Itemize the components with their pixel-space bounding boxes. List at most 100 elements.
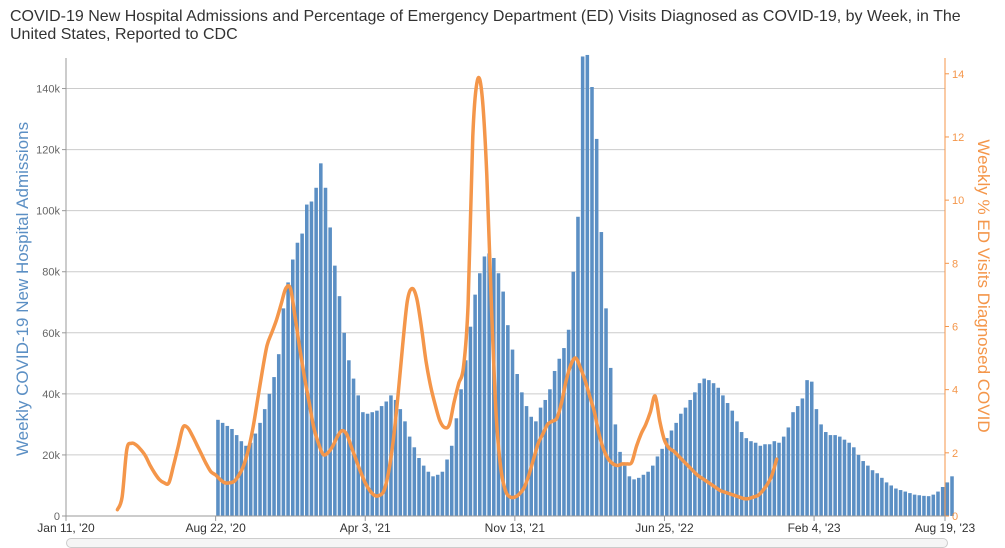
bar-week-61[interactable] <box>351 378 356 516</box>
bar-week-97[interactable] <box>520 392 524 516</box>
bar-week-128[interactable] <box>665 438 669 516</box>
bar-week-95[interactable] <box>510 349 515 516</box>
bar-week-156[interactable] <box>795 406 800 516</box>
bar-week-148[interactable] <box>758 445 763 516</box>
bar-week-160[interactable] <box>814 409 819 516</box>
bar-week-86[interactable] <box>468 326 473 516</box>
bar-week-88[interactable] <box>478 273 482 516</box>
bar-week-101[interactable] <box>538 407 543 516</box>
bar-week-122[interactable] <box>636 477 641 516</box>
bar-week-149[interactable] <box>763 444 767 516</box>
bar-week-76[interactable] <box>421 465 426 516</box>
bar-week-84[interactable] <box>459 389 463 516</box>
bar-week-92[interactable] <box>496 273 501 516</box>
bar-week-44[interactable] <box>272 377 276 516</box>
bar-week-45[interactable] <box>276 354 281 516</box>
bar-week-143[interactable] <box>735 421 739 516</box>
bar-week-158[interactable] <box>805 380 809 516</box>
bar-week-115[interactable] <box>604 308 608 516</box>
bar-week-113[interactable] <box>594 138 599 516</box>
bar-week-48[interactable] <box>290 259 295 516</box>
bar-week-75[interactable] <box>417 457 421 516</box>
bar-week-53[interactable] <box>314 187 318 516</box>
bar-week-54[interactable] <box>319 163 323 516</box>
bar-week-70[interactable] <box>393 399 398 516</box>
bar-week-57[interactable] <box>333 265 337 516</box>
bar-week-172[interactable] <box>870 470 875 516</box>
bar-week-78[interactable] <box>431 476 435 516</box>
bar-week-89[interactable] <box>482 256 487 516</box>
bar-week-182[interactable] <box>917 495 922 516</box>
bar-week-35[interactable] <box>230 428 234 516</box>
bar-week-102[interactable] <box>543 399 548 516</box>
bar-week-98[interactable] <box>524 406 529 516</box>
bar-week-33[interactable] <box>220 422 225 516</box>
bar-week-73[interactable] <box>407 436 412 516</box>
bar-week-153[interactable] <box>781 436 786 516</box>
bar-week-189[interactable] <box>950 476 954 516</box>
bar-week-71[interactable] <box>398 409 403 516</box>
bar-week-138[interactable] <box>711 383 716 516</box>
bar-week-39[interactable] <box>248 442 253 516</box>
bar-week-74[interactable] <box>412 447 417 516</box>
bar-week-32[interactable] <box>216 419 220 516</box>
bar-week-120[interactable] <box>627 476 632 516</box>
bar-week-63[interactable] <box>361 412 365 516</box>
bar-week-96[interactable] <box>515 374 519 516</box>
bar-week-184[interactable] <box>926 496 931 516</box>
bar-week-130[interactable] <box>674 422 678 516</box>
bar-week-155[interactable] <box>791 412 795 516</box>
bar-week-94[interactable] <box>506 325 510 516</box>
bar-week-141[interactable] <box>725 403 730 516</box>
bar-week-41[interactable] <box>258 422 262 516</box>
bar-week-62[interactable] <box>356 395 360 516</box>
bar-week-43[interactable] <box>267 393 272 516</box>
bar-week-68[interactable] <box>384 401 389 517</box>
bar-week-116[interactable] <box>608 367 613 516</box>
bar-week-169[interactable] <box>856 454 861 516</box>
bar-week-82[interactable] <box>449 445 454 516</box>
bar-week-34[interactable] <box>225 425 230 516</box>
bar-week-178[interactable] <box>898 490 903 516</box>
bar-week-171[interactable] <box>866 465 870 516</box>
bar-week-65[interactable] <box>370 412 375 516</box>
bar-week-50[interactable] <box>300 233 304 516</box>
bar-week-52[interactable] <box>309 201 314 516</box>
bar-week-147[interactable] <box>753 442 758 516</box>
bar-week-105[interactable] <box>557 358 562 516</box>
bar-week-126[interactable] <box>655 456 660 516</box>
bar-week-114[interactable] <box>599 232 604 517</box>
bar-week-134[interactable] <box>693 392 697 516</box>
bar-week-173[interactable] <box>875 473 879 516</box>
bar-week-161[interactable] <box>819 424 823 516</box>
bar-week-100[interactable] <box>534 421 538 516</box>
bar-week-64[interactable] <box>365 413 370 516</box>
bar-week-121[interactable] <box>632 479 636 516</box>
bar-week-55[interactable] <box>323 187 328 516</box>
bar-week-170[interactable] <box>861 461 865 516</box>
bar-week-152[interactable] <box>777 442 781 516</box>
bar-week-47[interactable] <box>286 282 290 516</box>
bar-week-186[interactable] <box>936 491 940 516</box>
bar-week-146[interactable] <box>749 441 753 516</box>
bar-week-133[interactable] <box>688 399 692 516</box>
bar-week-104[interactable] <box>552 370 557 516</box>
bar-week-183[interactable] <box>922 495 926 516</box>
bar-week-85[interactable] <box>463 360 468 516</box>
bar-week-179[interactable] <box>903 491 908 516</box>
bar-week-163[interactable] <box>828 435 833 516</box>
bar-week-37[interactable] <box>239 441 244 516</box>
bar-week-166[interactable] <box>842 439 847 516</box>
bar-week-127[interactable] <box>660 448 664 516</box>
bar-week-167[interactable] <box>847 442 851 516</box>
bar-week-108[interactable] <box>571 271 576 516</box>
bar-week-49[interactable] <box>295 242 300 517</box>
bar-week-187[interactable] <box>940 486 945 516</box>
bar-week-164[interactable] <box>833 435 837 516</box>
bar-week-181[interactable] <box>912 494 917 516</box>
bar-week-136[interactable] <box>702 378 706 516</box>
navigator-scrollbar[interactable] <box>66 538 948 548</box>
bar-week-38[interactable] <box>244 445 248 516</box>
bar-week-123[interactable] <box>641 474 646 516</box>
bar-week-93[interactable] <box>501 291 505 516</box>
